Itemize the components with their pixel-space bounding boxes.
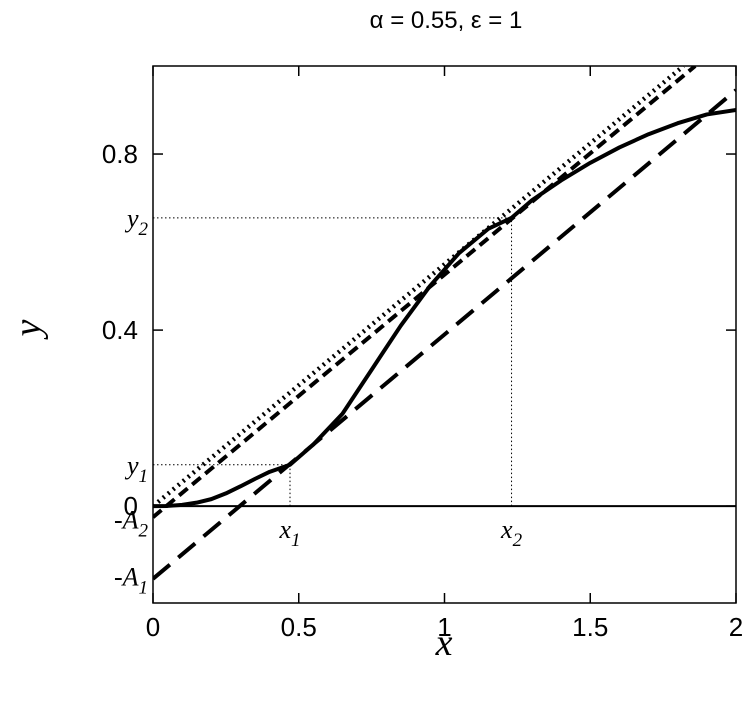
y-special-label-sub: 2 — [139, 520, 149, 541]
y-special-label: y1 — [124, 451, 148, 487]
x-special-label: x1 — [278, 515, 300, 551]
x-tick-label: 0 — [146, 612, 160, 642]
x-special-label-sub: 1 — [291, 530, 301, 551]
x-special-label-sub: 2 — [513, 530, 523, 551]
line-dash-series — [153, 66, 697, 519]
y-special-label-base: y — [124, 204, 139, 233]
y-tick-label: 0 — [124, 491, 138, 521]
x-special-label-base: x — [278, 515, 291, 544]
y-tick-label: 0.4 — [102, 315, 138, 345]
y-special-label-sub: 1 — [139, 578, 149, 599]
x-ticks: 0 0.5 1 1.5 2 — [146, 66, 743, 642]
chart-title: α = 0.55, ε = 1 — [370, 7, 523, 34]
y-special-label-sub: 1 — [139, 466, 149, 487]
x-tick-label: 2 — [729, 612, 743, 642]
y-special-label-sub: 2 — [139, 219, 149, 240]
curve-solid-series — [153, 108, 736, 509]
y-special-label-base: y — [124, 451, 139, 480]
y-ticks: 0 0.4 0.8 — [102, 139, 736, 521]
line-long-dash-series — [153, 88, 736, 581]
y-tick-label: 0.8 — [102, 139, 138, 169]
y-special-label: -A2 — [114, 505, 149, 541]
y-special-label: y2 — [124, 204, 149, 240]
x-special-label-base: x — [500, 515, 513, 544]
y-special-label-base: -A — [114, 563, 139, 592]
y-axis-label: y — [7, 319, 49, 340]
line-dotted-series — [153, 66, 685, 508]
x-tick-label: 1 — [437, 612, 451, 642]
y-special-label: -A1 — [114, 563, 148, 599]
x-axis-label: x — [435, 622, 453, 664]
y-special-label-base: -A — [114, 505, 139, 534]
x-tick-label: 0.5 — [281, 612, 317, 642]
x-tick-label: 1.5 — [572, 612, 608, 642]
plot-content — [153, 66, 736, 581]
x-special-label: x2 — [500, 515, 523, 551]
